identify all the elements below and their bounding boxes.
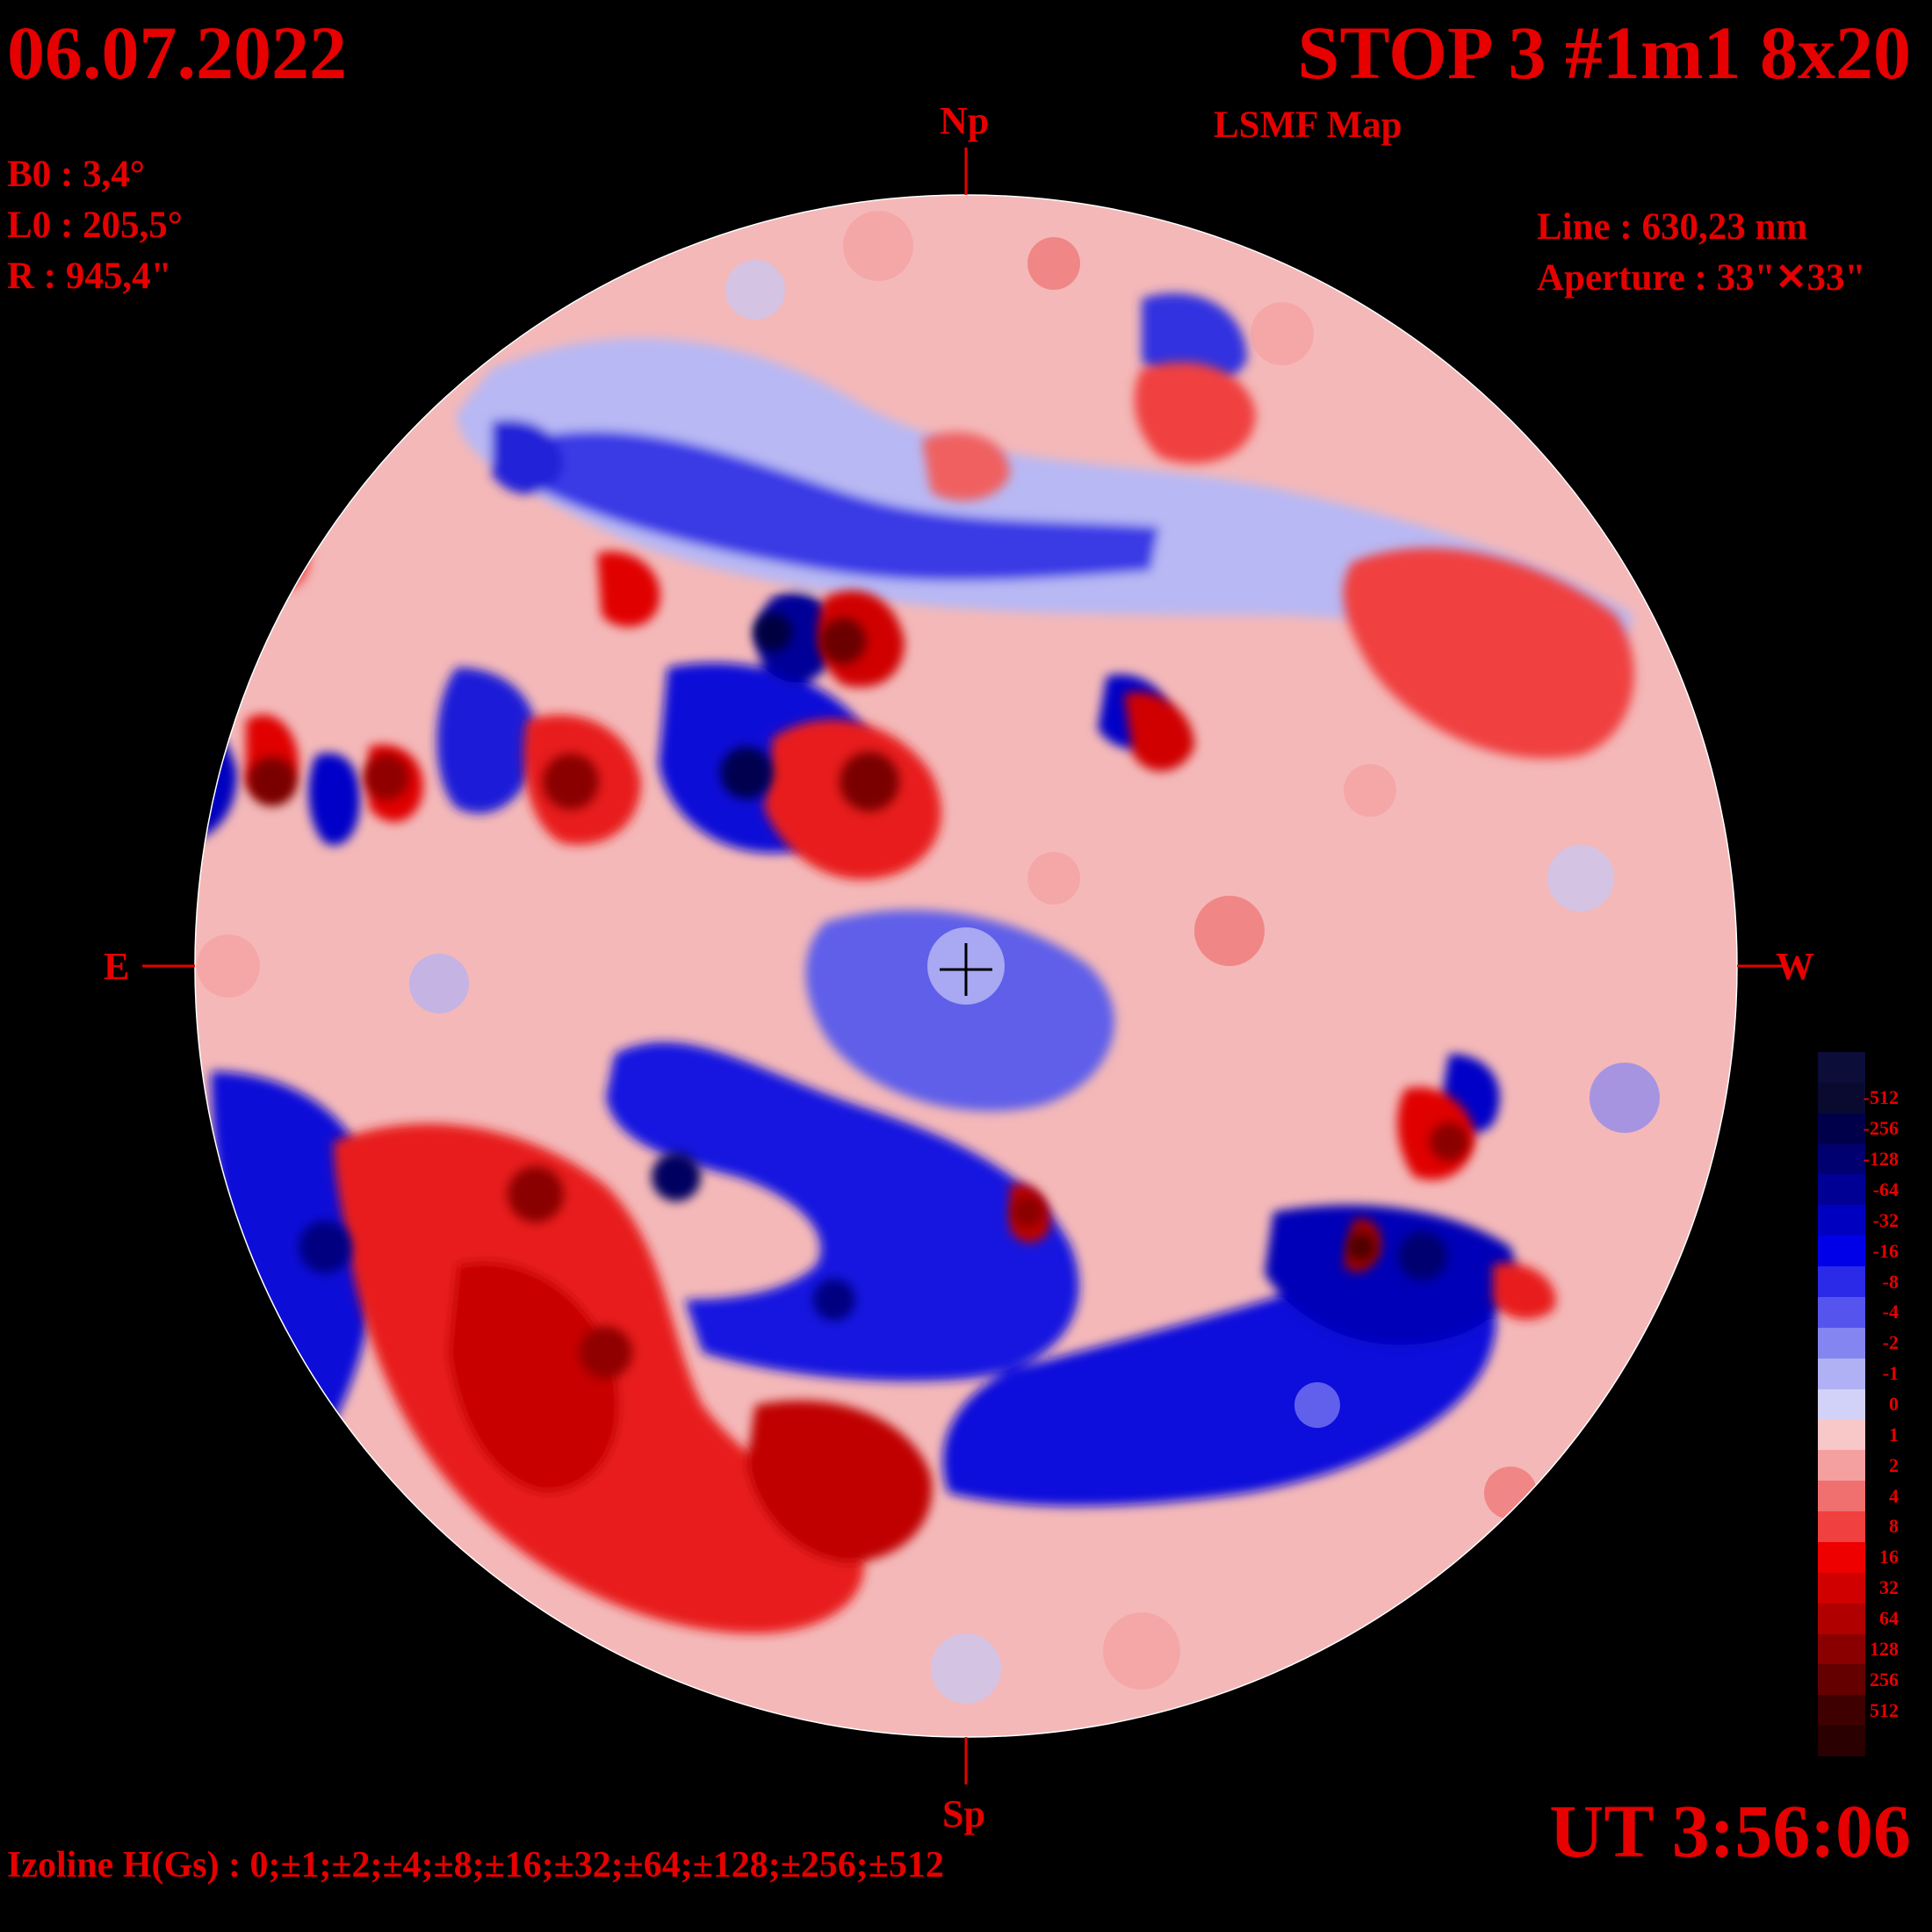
- colorbar-label: 16: [1879, 1546, 1899, 1568]
- colorbar-segment: [1818, 1450, 1865, 1481]
- colorbar-segment: [1818, 1113, 1865, 1145]
- colorbar-label: 32: [1879, 1576, 1899, 1599]
- observation-time: UT 3:56:06: [1549, 1789, 1911, 1873]
- colorbar-label: -128: [1863, 1148, 1899, 1171]
- l0-value: L0 : 205,5°: [7, 205, 183, 246]
- colorbar-label: 128: [1870, 1637, 1899, 1660]
- colorbar-segment: [1818, 1633, 1865, 1665]
- colorbar-segment: [1818, 1695, 1865, 1727]
- radius-value: R : 945,4": [7, 256, 172, 297]
- spectral-line: Line : 630,23 nm: [1537, 206, 1808, 248]
- colorbar-bottom-cap: [1818, 1726, 1865, 1756]
- observation-date: 06.07.2022: [7, 11, 347, 95]
- east-label: E: [104, 945, 130, 988]
- west-label: W: [1776, 945, 1814, 988]
- colorbar-segment: [1818, 1572, 1865, 1604]
- colorbar-label: -32: [1872, 1208, 1899, 1231]
- colorbar-label: -1: [1882, 1362, 1899, 1385]
- colorbar-label: 0: [1889, 1393, 1899, 1415]
- colorbar-segment: [1818, 1481, 1865, 1512]
- ephemeris-params: B0 : 3,4° L0 : 205,5° R : 945,4": [7, 149, 183, 302]
- colorbar-segment: [1818, 1236, 1865, 1267]
- colorbar-segment: [1818, 1296, 1865, 1329]
- center-crosshair-icon: [940, 943, 992, 996]
- colorbar-label: 512: [1870, 1698, 1899, 1721]
- colorbar-label: -512: [1863, 1086, 1899, 1109]
- north-pole-label: Np: [940, 99, 990, 142]
- izoline-legend: Izoline H(Gs) : 0;±1;±2;±4;±8;±16;±32;±6…: [7, 1845, 944, 1885]
- colorbar: [1818, 1052, 1865, 1756]
- colorbar-label: 64: [1879, 1607, 1899, 1630]
- map-subtitle: LSMF Map: [1214, 105, 1402, 146]
- colorbar-label: -16: [1872, 1239, 1899, 1262]
- colorbar-label: -256: [1863, 1117, 1899, 1140]
- colorbar-segment: [1818, 1419, 1865, 1451]
- colorbar-segment: [1818, 1082, 1865, 1114]
- colorbar-labels: -512 -256 -128 -64 -32 -16 -8 -4 -2 -1 0 1 2 4 8 16 32 64…: [1818, 1052, 1914, 1756]
- solar-disk: [195, 195, 1737, 1737]
- colorbar-label: 4: [1889, 1484, 1899, 1507]
- colorbar-label: -64: [1872, 1178, 1899, 1200]
- colorbar-segment: [1818, 1205, 1865, 1236]
- colorbar-segment: [1818, 1266, 1865, 1298]
- colorbar-label: 256: [1870, 1668, 1899, 1690]
- colorbar-segment: [1818, 1541, 1865, 1574]
- colorbar-segment: [1818, 1358, 1865, 1390]
- b0-value: B0 : 3,4°: [7, 154, 145, 195]
- colorbar-label: -2: [1882, 1331, 1899, 1354]
- colorbar-label: 2: [1889, 1453, 1899, 1476]
- colorbar-segment: [1818, 1174, 1865, 1206]
- colorbar-label: -8: [1882, 1270, 1899, 1293]
- colorbar-label: 8: [1889, 1515, 1899, 1538]
- colorbar-label: 1: [1889, 1423, 1899, 1445]
- colorbar-segment: [1818, 1603, 1865, 1634]
- colorbar-segment: [1818, 1664, 1865, 1696]
- colorbar-segment: [1818, 1388, 1865, 1420]
- map-title: STOP 3 #1m1 8x20: [1297, 11, 1911, 95]
- instrument-params: Line : 630,23 nm Aperture : 33"✕33": [1537, 202, 1865, 304]
- colorbar-top-cap: [1818, 1052, 1865, 1083]
- south-pole-label: Sp: [942, 1792, 985, 1835]
- colorbar-segment: [1818, 1511, 1865, 1543]
- colorbar-segment: [1818, 1327, 1865, 1359]
- colorbar-segment: [1818, 1143, 1865, 1175]
- aperture-size: Aperture : 33"✕33": [1537, 257, 1866, 299]
- colorbar-label: -4: [1882, 1301, 1899, 1323]
